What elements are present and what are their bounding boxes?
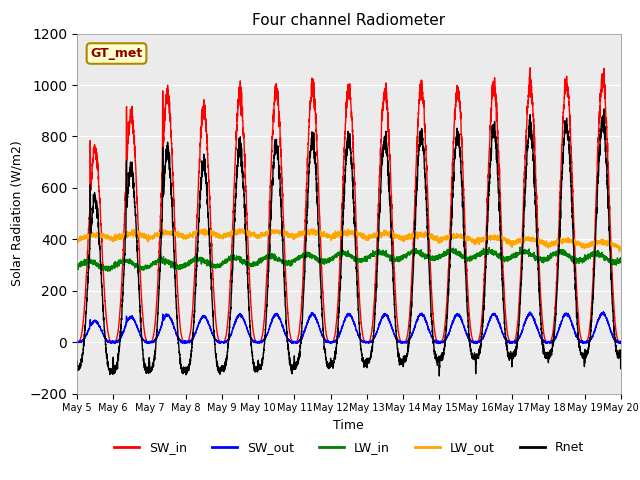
Rnet	[600, 106, 608, 112]
SW_out	[73, 338, 81, 344]
Rnet	[328, 360, 336, 365]
SW_out	[616, 339, 624, 345]
LW_out	[616, 249, 623, 255]
Rnet	[616, 352, 624, 358]
SW_out	[146, 341, 154, 347]
LW_in	[471, 254, 479, 260]
LW_in	[104, 268, 111, 274]
LW_out	[308, 226, 316, 231]
SW_in	[526, 65, 534, 71]
Line: LW_out: LW_out	[77, 228, 621, 252]
Rnet	[471, 357, 479, 362]
LW_in	[171, 263, 179, 268]
LW_in	[616, 256, 624, 262]
Title: Four channel Radiometer: Four channel Radiometer	[252, 13, 445, 28]
SW_in	[616, 339, 624, 345]
Legend: SW_in, SW_out, LW_in, LW_out, Rnet: SW_in, SW_out, LW_in, LW_out, Rnet	[109, 436, 589, 459]
X-axis label: Time: Time	[333, 419, 364, 432]
LW_out	[441, 234, 449, 240]
LW_out	[73, 237, 81, 243]
LW_in	[617, 255, 625, 261]
SW_out	[502, 336, 509, 342]
LW_out	[471, 237, 479, 242]
Line: Rnet: Rnet	[77, 109, 621, 376]
SW_in	[440, 327, 448, 333]
LW_out	[171, 232, 179, 238]
LW_in	[502, 256, 509, 262]
SW_in	[617, 339, 625, 345]
Rnet	[73, 362, 81, 368]
SW_out	[171, 326, 179, 332]
Rnet	[441, 343, 449, 348]
Rnet	[171, 261, 179, 267]
Line: LW_in: LW_in	[77, 247, 621, 271]
Line: SW_out: SW_out	[77, 312, 621, 344]
SW_in	[502, 310, 509, 316]
LW_out	[329, 233, 337, 239]
Text: GT_met: GT_met	[90, 47, 143, 60]
Rnet	[617, 362, 625, 368]
Rnet	[435, 373, 443, 379]
SW_out	[599, 309, 607, 315]
LW_out	[502, 238, 509, 243]
LW_in	[441, 250, 449, 256]
LW_in	[516, 244, 524, 250]
Y-axis label: Solar Radiation (W/m2): Solar Radiation (W/m2)	[11, 141, 24, 287]
Line: SW_in: SW_in	[77, 68, 621, 342]
LW_out	[616, 244, 624, 250]
SW_in	[73, 339, 81, 345]
SW_out	[617, 338, 625, 344]
SW_in	[171, 216, 179, 222]
Rnet	[502, 334, 509, 340]
LW_out	[617, 244, 625, 250]
SW_out	[441, 338, 449, 344]
LW_in	[73, 263, 81, 269]
LW_in	[329, 255, 337, 261]
SW_in	[471, 339, 479, 345]
SW_in	[328, 339, 336, 345]
SW_out	[329, 340, 337, 346]
SW_out	[471, 340, 479, 346]
